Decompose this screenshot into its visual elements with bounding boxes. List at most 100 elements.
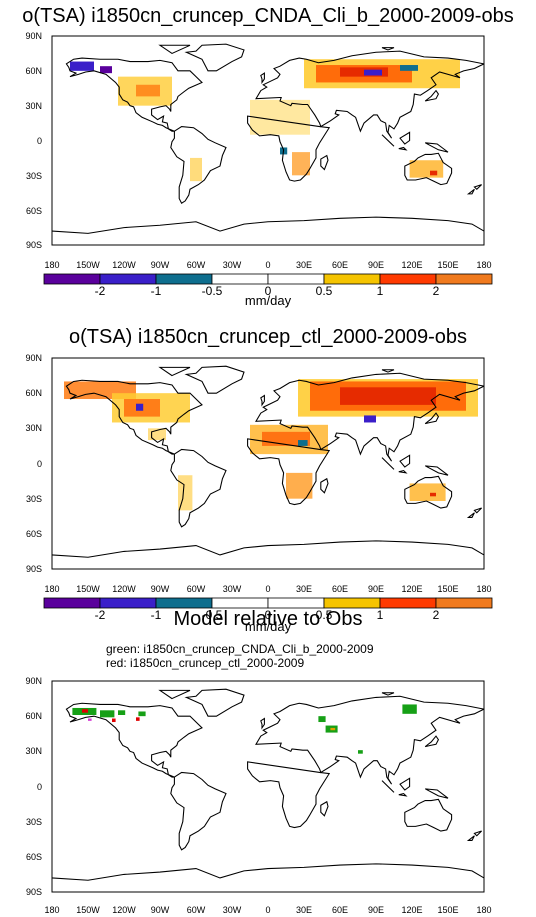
lat-label-30n: 30N [25, 101, 42, 111]
colorbar-unit: mm/day [245, 619, 292, 634]
lon-label: 90E [368, 584, 384, 594]
colorbar-swatch [379, 273, 437, 285]
lat-label-60s: 60S [26, 852, 42, 862]
lon-label: 150W [76, 905, 100, 915]
lat-label-60n: 60N [25, 711, 42, 721]
lon-label: 90W [151, 905, 170, 915]
panel-3: Model relative to Obs green: i1850cn_cru… [25, 608, 491, 915]
lat-label-0: 0 [37, 782, 42, 792]
lon-label: 120W [112, 584, 136, 594]
colorbar-unit: mm/day [245, 293, 292, 308]
lon-label: 0 [265, 260, 270, 270]
lon-label: 180 [44, 905, 59, 915]
lat-label-90s: 90S [26, 887, 42, 897]
lon-label: 60E [332, 905, 348, 915]
lon-label: 30E [296, 584, 312, 594]
panel-1-map [51, 35, 485, 246]
lon-label: 180 [476, 260, 491, 270]
panel-2-lat-labels: 90N 60N 30N 0 30S 60S 90S [25, 353, 42, 574]
panel-3-map-frame [51, 680, 485, 893]
panel-1-colorbar: -2 -1 -0.5 0 0.5 1 2 mm/day [43, 273, 493, 308]
lon-label: 90W [151, 584, 170, 594]
lon-label: 30W [223, 260, 242, 270]
lat-label-30n: 30N [25, 423, 42, 433]
lon-label: 90W [151, 260, 170, 270]
colorbar-label: -1 [151, 608, 162, 622]
lat-label-90n: 90N [25, 353, 42, 363]
panel-1-lat-labels: 90N 60N 30N 0 30S 60S 90S [25, 31, 42, 250]
lat-label-60n: 60N [25, 388, 42, 398]
lat-label-30s: 30S [26, 171, 42, 181]
lon-label: 150E [437, 260, 458, 270]
colorbar-label: 2 [433, 284, 440, 298]
lon-label: 120W [112, 905, 136, 915]
panel-1-lon-labels: 180 150W 120W 90W 60W 30W 0 30E 60E 90E … [44, 260, 491, 270]
lon-label: 60W [187, 584, 206, 594]
panel-2-map [51, 357, 485, 570]
colorbar-swatch [435, 597, 493, 609]
lon-label: 90E [368, 260, 384, 270]
colorbar-swatch [267, 597, 325, 609]
colorbar-label: 0 [265, 608, 272, 622]
colorbar-swatch [211, 597, 269, 609]
colorbar-label: 1 [377, 284, 384, 298]
colorbar-swatch [155, 597, 213, 609]
lat-label-90s: 90S [26, 240, 42, 250]
lon-label: 180 [476, 584, 491, 594]
colorbar-label: 1 [377, 608, 384, 622]
colorbar-swatch [323, 597, 381, 609]
lon-label: 60W [187, 260, 206, 270]
colorbar-label: -1 [151, 284, 162, 298]
lon-label: 150W [76, 260, 100, 270]
panel-3-lat-labels: 90N 60N 30N 0 30S 60S 90S [25, 676, 42, 897]
lat-label-60s: 60S [26, 529, 42, 539]
colorbar-label: 0 [265, 284, 272, 298]
lon-label: 150E [437, 905, 458, 915]
colorbar-swatch [99, 597, 157, 609]
lat-label-60s: 60S [26, 206, 42, 216]
panel-1-anomaly-fill [70, 59, 460, 182]
colorbar-swatch [43, 273, 101, 285]
panel-3-lon-labels: 180 150W 120W 90W 60W 30W 0 30E 60E 90E … [44, 905, 491, 915]
lat-label-0: 0 [37, 136, 42, 146]
lon-label: 180 [476, 905, 491, 915]
colorbar-swatch [435, 273, 493, 285]
lon-label: 60E [332, 260, 348, 270]
colorbar-swatch [155, 273, 213, 285]
colorbar-label: 0.5 [316, 284, 333, 298]
lon-label: 120E [401, 905, 422, 915]
lon-label: 0 [265, 905, 270, 915]
panel-3-subtitle-red: red: i1850cn_cruncep_ctl_2000-2009 [106, 656, 304, 670]
lat-label-90s: 90S [26, 564, 42, 574]
colorbar-label: -2 [95, 284, 106, 298]
panel-3-map [51, 680, 485, 893]
lon-label: 60W [187, 905, 206, 915]
panel-2-lon-labels: 180 150W 120W 90W 60W 30W 0 30E 60E 90E … [44, 584, 491, 594]
lon-label: 150W [76, 584, 100, 594]
lat-label-90n: 90N [25, 676, 42, 686]
lon-label: 180 [44, 260, 59, 270]
panel-2: o(TSA) i1850cn_cruncep_ctl_2000-2009-obs [25, 326, 493, 634]
lon-label: 120W [112, 260, 136, 270]
panel-2-colorbar: -2 -1 -0.5 0 0.5 1 2 mm/day [43, 597, 493, 634]
lon-label: 30W [223, 905, 242, 915]
panel-1-title: o(TSA) i1850cn_cruncep_CNDA_Cli_b_2000-2… [22, 5, 513, 27]
panel-3-relative-fill [72, 704, 417, 754]
lon-label: 0 [265, 584, 270, 594]
lon-label: 180 [44, 584, 59, 594]
lon-label: 120E [401, 584, 422, 594]
colorbar-swatch [379, 597, 437, 609]
lat-label-60n: 60N [25, 66, 42, 76]
lat-label-30s: 30S [26, 817, 42, 827]
lon-label: 30W [223, 584, 242, 594]
colorbar-swatch [267, 273, 325, 285]
lat-label-30n: 30N [25, 746, 42, 756]
colorbar-swatch [99, 273, 157, 285]
lat-label-30s: 30S [26, 494, 42, 504]
lon-label: 90E [368, 905, 384, 915]
panel-1: o(TSA) i1850cn_cruncep_CNDA_Cli_b_2000-2… [22, 5, 513, 308]
lon-label: 150E [437, 584, 458, 594]
lon-label: 30E [296, 905, 312, 915]
panel-3-title: Model relative to Obs [174, 608, 363, 630]
